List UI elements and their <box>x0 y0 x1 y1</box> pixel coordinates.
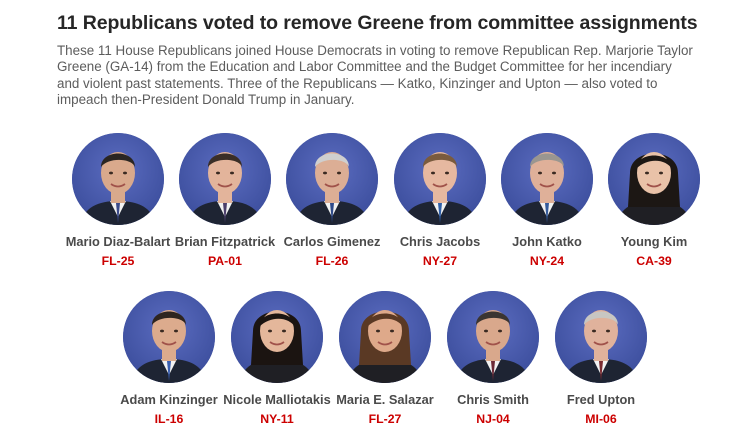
member-card: Maria E. Salazar FL-27 <box>320 291 450 426</box>
member-card: Adam Kinzinger IL-16 <box>104 291 234 426</box>
member-name: Young Kim <box>620 234 688 249</box>
member-card: Brian Fitzpatrick PA-01 <box>160 133 290 268</box>
member-card: Fred Upton MI-06 <box>536 291 666 426</box>
member-district: NY-24 <box>529 254 565 268</box>
member-portrait <box>608 133 700 225</box>
member-portrait <box>501 133 593 225</box>
member-district: NJ-04 <box>476 412 510 426</box>
member-card: John Katko NY-24 <box>482 133 612 268</box>
member-district: CA-39 <box>636 254 672 268</box>
member-district: MI-06 <box>585 412 617 426</box>
member-name: Brian Fitzpatrick <box>174 234 276 249</box>
member-name: Fred Upton <box>566 392 636 407</box>
member-district: FL-25 <box>101 254 135 268</box>
member-card: Chris Jacobs NY-27 <box>375 133 505 268</box>
member-portrait <box>339 291 431 383</box>
member-name: Maria E. Salazar <box>336 392 434 407</box>
member-portrait <box>123 291 215 383</box>
member-card: Carlos Gimenez FL-26 <box>267 133 397 268</box>
member-portrait <box>231 291 323 383</box>
member-card: Chris Smith NJ-04 <box>428 291 558 426</box>
member-district: FL-27 <box>368 412 402 426</box>
member-portrait <box>72 133 164 225</box>
member-district: FL-26 <box>315 254 349 268</box>
description: These 11 House Republicans joined House … <box>57 43 693 108</box>
member-name: John Katko <box>512 234 582 249</box>
member-name: Carlos Gimenez <box>283 234 381 249</box>
member-district: PA-01 <box>208 254 242 268</box>
member-name: Chris Jacobs <box>399 234 481 249</box>
member-portrait <box>286 133 378 225</box>
member-card: Mario Diaz-Balart FL-25 <box>53 133 183 268</box>
member-district: NY-11 <box>260 412 294 426</box>
member-portrait <box>447 291 539 383</box>
member-district: NY-27 <box>422 254 458 268</box>
member-name: Chris Smith <box>457 392 529 407</box>
member-name: Adam Kinzinger <box>120 392 218 407</box>
headline: 11 Republicans voted to remove Greene fr… <box>57 12 698 34</box>
member-portrait <box>394 133 486 225</box>
member-card: Nicole Malliotakis NY-11 <box>212 291 342 426</box>
member-portrait <box>555 291 647 383</box>
member-card: Young Kim CA-39 <box>589 133 719 268</box>
member-name: Nicole Malliotakis <box>223 392 331 407</box>
member-district: IL-16 <box>154 412 184 426</box>
member-name: Mario Diaz-Balart <box>65 234 171 249</box>
member-portrait <box>179 133 271 225</box>
